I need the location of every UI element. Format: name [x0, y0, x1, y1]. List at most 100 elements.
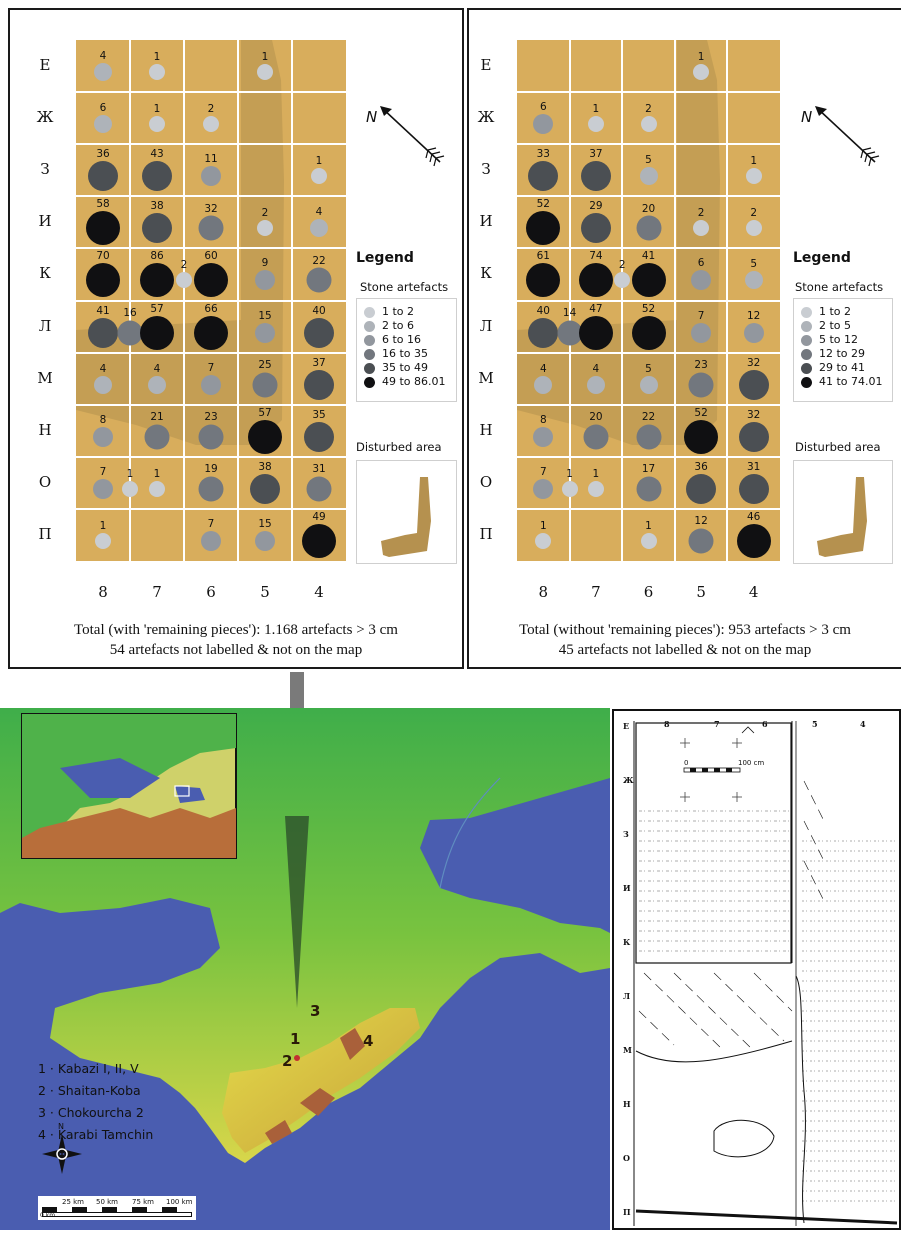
grid-line-horizontal [76, 195, 346, 198]
plan-row-label: И [623, 883, 631, 893]
artefact-marker [304, 421, 334, 452]
artefact-marker [149, 64, 165, 81]
artefact-marker [631, 263, 666, 298]
artefact-marker [691, 270, 712, 291]
artefact-marker [302, 523, 336, 558]
site-list: 1 · Kabazi I, II, V 2 · Shaitan-Koba 3 ·… [38, 1058, 153, 1146]
artefact-marker [88, 317, 118, 348]
grid-line-horizontal [517, 299, 780, 302]
artefact-marker [198, 215, 224, 241]
artefact-marker [194, 315, 228, 350]
artefact-marker [557, 320, 583, 346]
legend-subtitle: Stone artefacts [360, 280, 449, 294]
legend-swatch [364, 321, 375, 332]
artefact-marker [310, 219, 328, 238]
column-label: 8 [538, 583, 549, 601]
artefact-count: 15 [258, 517, 272, 530]
artefact-count: 12 [694, 515, 708, 528]
total-line-2: 54 artefacts not labelled & not on the m… [109, 642, 363, 658]
artefact-marker [142, 213, 172, 244]
artefact-count: 4 [99, 362, 107, 375]
legend-subtitle: Stone artefacts [795, 280, 884, 294]
site-list-item: 2 · Shaitan-Koba [38, 1083, 141, 1098]
disturbed-area-label: Disturbed area [795, 440, 881, 454]
row-label: П [479, 524, 493, 543]
plan-row-label: К [623, 937, 631, 947]
artefact-count: 6 [697, 257, 705, 270]
artefact-count: 5 [645, 154, 652, 167]
plan-scale-left: 0 [684, 759, 689, 767]
artefact-marker [688, 372, 714, 398]
artefact-count: 4 [592, 362, 600, 375]
artefact-count: 1 [153, 51, 161, 64]
artefact-marker [640, 532, 657, 549]
artefact-count: 22 [312, 254, 326, 267]
plan-column-label: 4 [860, 719, 866, 729]
artefact-count: 66 [204, 302, 218, 315]
column-label: 8 [98, 583, 108, 601]
row-label: Н [38, 420, 52, 439]
row-label: Е [39, 56, 51, 75]
legend-item: 6 to 16 [382, 333, 422, 346]
artefact-count: 11 [204, 153, 218, 166]
artefact-marker [86, 211, 120, 246]
artefact-count: 74 [589, 250, 603, 263]
artefact-marker [528, 161, 559, 192]
artefact-count: 5 [645, 362, 652, 375]
site-number-3: 3 [310, 1002, 321, 1020]
artefact-marker [631, 315, 666, 350]
artefact-count: 1 [645, 519, 652, 532]
artefact-count: 1 [697, 51, 705, 64]
artefact-marker [140, 315, 174, 350]
grid-line-horizontal [517, 455, 780, 458]
artefact-marker [304, 317, 334, 348]
artefact-count: 35 [312, 408, 326, 421]
artefact-count: 19 [204, 463, 218, 476]
artefact-count: 32 [747, 408, 761, 421]
total-line-1: Total (without 'remaining pieces'): 953 … [519, 622, 851, 638]
excavation-plan: 0 100 cm 8 7 6 5 4 Е Ж З И К Л М Н О П [612, 709, 901, 1230]
artefact-marker [93, 478, 113, 499]
artefact-marker [636, 215, 661, 241]
plan-row-label: З [623, 829, 629, 839]
legend-swatch [364, 349, 375, 360]
legend-swatch [364, 335, 375, 346]
artefact-marker [578, 315, 613, 350]
legend-swatch [801, 335, 812, 346]
artefact-marker [736, 523, 771, 558]
artefact-count: 4 [99, 50, 107, 63]
artefact-marker [252, 372, 278, 398]
artefact-marker [639, 167, 658, 186]
artefact-marker [94, 115, 112, 134]
row-label: Е [480, 56, 492, 75]
artefact-count: 7 [207, 361, 215, 374]
north-arrow-icon [380, 106, 445, 167]
scale-label: 50 km [96, 1198, 119, 1206]
artefact-count: 58 [96, 198, 110, 211]
row-label: З [481, 160, 491, 179]
grid-line-horizontal [76, 455, 346, 458]
plan-row-label: О [623, 1153, 630, 1163]
artefact-count: 23 [694, 359, 708, 372]
legend-swatch [364, 363, 375, 374]
row-label: Л [38, 316, 52, 335]
column-label: 5 [696, 583, 706, 601]
grid-line-horizontal [517, 247, 780, 250]
plan-column-label: 6 [762, 719, 768, 729]
artefact-marker [639, 375, 658, 394]
artefact-count: 20 [589, 411, 603, 424]
artefact-count: 36 [694, 460, 708, 473]
artefact-count: 32 [747, 356, 761, 369]
artefact-marker [533, 426, 554, 447]
total-line-1: Total (with 'remaining pieces'): 1.168 a… [74, 622, 398, 638]
artefact-count: 47 [589, 302, 603, 315]
artefact-count: 14 [562, 307, 577, 320]
plan-row-label: Л [623, 991, 631, 1001]
artefact-count: 31 [312, 463, 326, 476]
artefact-marker [580, 161, 611, 192]
artefact-marker [248, 419, 282, 454]
column-label: 7 [152, 583, 162, 601]
artefact-marker [144, 424, 170, 450]
artefact-count: 9 [261, 257, 269, 270]
artefact-count: 1 [153, 103, 161, 116]
